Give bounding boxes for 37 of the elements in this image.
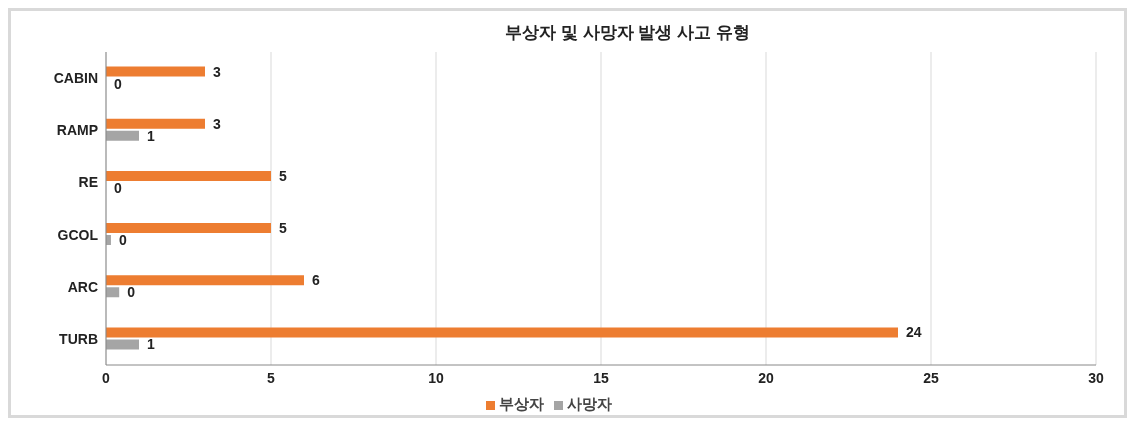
bar (106, 275, 304, 286)
data-label: 24 (906, 324, 922, 341)
data-label: 0 (114, 75, 123, 92)
legend-label: 부상자 (498, 395, 544, 412)
chart-title: 부상자 및 사망자 발생 사고 유형 (504, 22, 751, 44)
data-label: 6 (312, 272, 320, 289)
legend-label: 사망자 (566, 395, 612, 412)
x-tick-label: 20 (758, 369, 774, 386)
data-label: 1 (147, 336, 155, 353)
y-tick-label: RE (78, 174, 98, 191)
x-tick-label: 5 (267, 369, 276, 386)
x-tick-label: 15 (593, 369, 609, 386)
data-label: 0 (127, 284, 136, 301)
y-tick-label: ARC (67, 278, 98, 295)
x-tick-label: 10 (428, 369, 444, 386)
x-tick-label: 25 (923, 369, 939, 386)
data-label: 3 (213, 115, 221, 132)
data-label: 0 (114, 179, 123, 196)
y-tick-label: RAMP (56, 122, 98, 139)
y-tick-label: CABIN (53, 70, 98, 87)
data-label: 1 (147, 127, 155, 144)
bar (106, 130, 139, 141)
y-tick-label: GCOL (57, 226, 99, 243)
y-tick-label: TURB (59, 330, 98, 347)
data-label: 0 (118, 232, 127, 249)
data-label: 5 (279, 167, 287, 184)
bar (106, 223, 271, 234)
bar (106, 287, 120, 298)
bar (106, 66, 205, 77)
bar (106, 118, 205, 129)
x-tick-label: 30 (1088, 369, 1104, 386)
bar (106, 170, 271, 181)
data-label: 3 (213, 63, 221, 80)
x-tick-label: 0 (102, 369, 111, 386)
bar (106, 327, 898, 338)
data-label: 5 (279, 220, 287, 237)
bar (106, 339, 139, 350)
